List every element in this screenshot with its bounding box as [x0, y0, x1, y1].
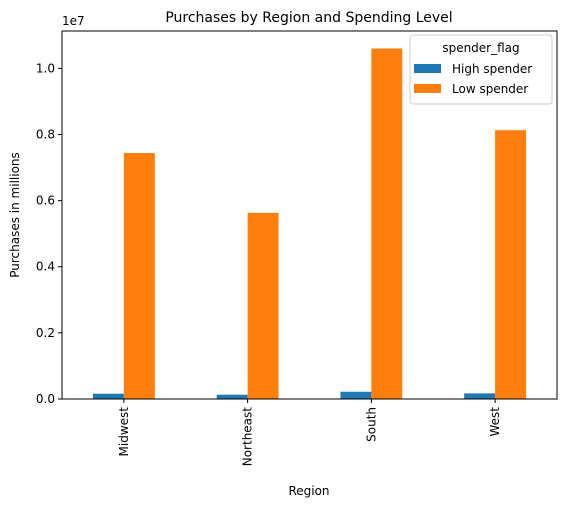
x-ticks-group: Midwest Northeast South West: [117, 399, 502, 466]
bar-low-spender-northeast: [247, 212, 279, 399]
y-tick-label: 0.0: [36, 392, 55, 406]
x-tick-label: West: [488, 407, 502, 437]
legend-label-low-spender: Low spender: [452, 82, 528, 96]
bar-high-spender-midwest: [92, 393, 124, 399]
x-axis-label: Region: [288, 484, 329, 498]
bar-low-spender-west: [495, 130, 527, 399]
x-tick-label: South: [364, 407, 378, 442]
y-tick-label: 1.0: [36, 61, 55, 75]
legend-swatch-high-spender: [414, 64, 441, 73]
legend-box: [409, 34, 553, 105]
bar-high-spender-south: [340, 391, 372, 399]
bars-group: [92, 48, 527, 400]
x-tick-label: Midwest: [117, 407, 131, 457]
bar-high-spender-west: [464, 393, 496, 399]
y-tick-label: 0.2: [36, 326, 55, 340]
y-axis-label: Purchases in millions: [8, 152, 22, 278]
y-tick-label: 0.4: [36, 260, 55, 274]
y-ticks-group: 0.0 0.2 0.4 0.6 0.8 1.0: [36, 61, 62, 406]
plot-frame: [61, 30, 558, 400]
legend-title: spender_flag: [442, 41, 519, 55]
bar-high-spender-northeast: [216, 394, 248, 399]
y-offset-label: 1e7: [62, 14, 85, 28]
legend-swatch-low-spender: [414, 84, 441, 93]
x-tick-label: Northeast: [241, 407, 255, 467]
chart-title: Purchases by Region and Spending Level: [165, 10, 452, 26]
bar-low-spender-south: [371, 48, 403, 400]
y-tick-label: 0.6: [36, 194, 55, 208]
y-tick-label: 0.8: [36, 127, 55, 141]
legend: spender_flag High spender Low spender: [409, 34, 553, 105]
bar-low-spender-midwest: [123, 153, 155, 399]
legend-label-high-spender: High spender: [452, 62, 532, 76]
